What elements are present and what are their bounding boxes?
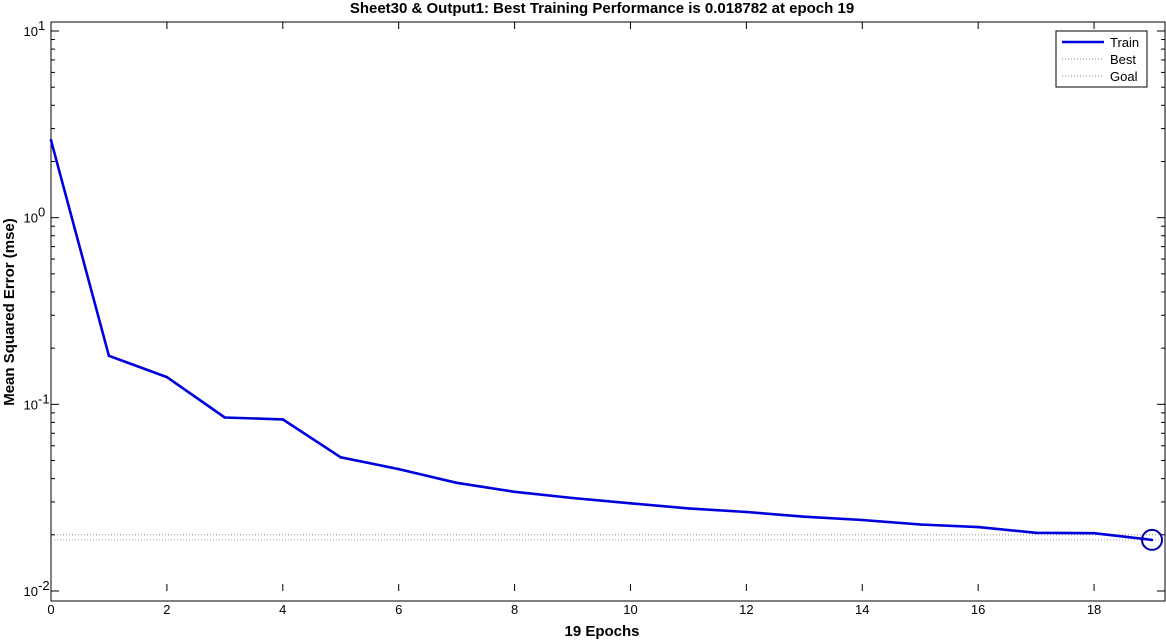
y-tick-exponent: -2 (38, 578, 50, 593)
train-point (397, 467, 400, 471)
y-tick-exponent: 1 (38, 18, 45, 33)
x-tick-label: 12 (739, 602, 753, 617)
legend: Train Best Goal (1055, 30, 1148, 88)
train-point (107, 354, 111, 358)
train-point (339, 456, 343, 459)
x-tick-label: 8 (511, 602, 518, 617)
y-tick-exponent: -1 (38, 391, 50, 406)
best-point-marker (1141, 528, 1163, 551)
train-point (976, 525, 980, 529)
train-point (918, 523, 922, 526)
legend-train-label: Train (1110, 35, 1139, 50)
x-axis-label: 19 Epochs (564, 623, 639, 640)
y-axis-label: Mean Squared Error (mse) (1, 218, 18, 406)
x-tick-label: 6 (395, 602, 402, 617)
train-point (745, 510, 748, 514)
train-point (223, 416, 227, 419)
x-tick-label: 16 (971, 602, 985, 617)
train-point (455, 481, 458, 485)
train-point (1034, 531, 1038, 535)
train-point (1092, 531, 1096, 535)
y-tick-label: 10 (24, 24, 38, 39)
y-tick-label: 10 (24, 397, 38, 412)
chart-title: Sheet30 & Output1: Best Training Perform… (350, 0, 854, 17)
x-tick-label: 14 (855, 602, 869, 617)
x-axis-ticks: 0 2 4 6 8 10 12 14 16 18 (47, 22, 1101, 617)
y-tick-label: 10 (24, 584, 38, 599)
y-tick-label: 10 (24, 211, 38, 226)
train-point (281, 418, 285, 421)
x-tick-label: 18 (1087, 602, 1101, 617)
legend-best-label: Best (1110, 52, 1136, 67)
x-tick-label: 2 (163, 602, 170, 617)
train-point (860, 518, 864, 522)
y-tick-exponent: 0 (38, 205, 45, 220)
train-point (687, 507, 690, 510)
train-point (629, 501, 632, 505)
train-point (803, 515, 806, 519)
x-tick-label: 0 (47, 602, 54, 617)
train-point (1150, 538, 1154, 542)
train-point (165, 375, 169, 379)
series-layer (49, 138, 1163, 551)
reference-lines (51, 534, 1164, 541)
x-tick-label: 4 (279, 602, 286, 617)
train-line (49, 139, 1153, 542)
train-point (513, 490, 516, 494)
plot-area (50, 21, 1166, 602)
train-point (571, 496, 574, 500)
legend-goal-label: Goal (1110, 69, 1138, 84)
train-point (49, 138, 53, 142)
x-tick-label: 10 (623, 602, 637, 617)
